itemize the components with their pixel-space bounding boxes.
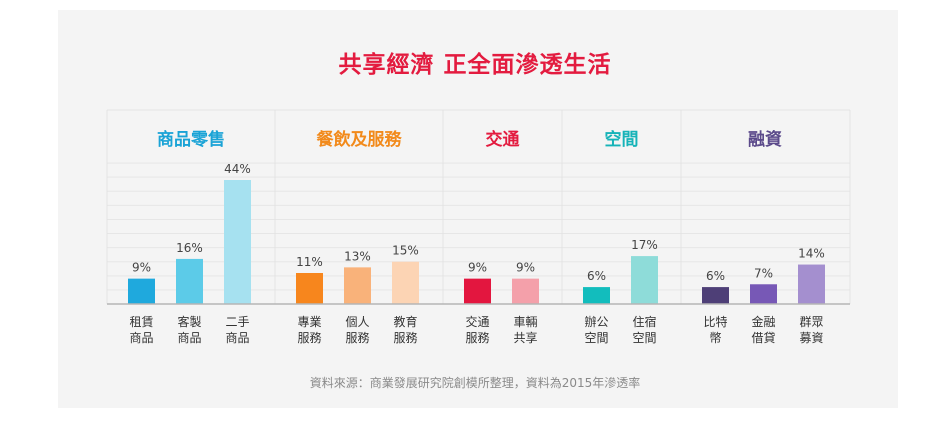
data-label: 16% [176,241,203,255]
data-label: 7% [754,266,773,280]
data-label: 14% [798,247,825,261]
data-label: 17% [631,238,658,252]
category-label: 服務 [297,331,321,345]
bar [512,278,539,304]
data-label: 6% [587,269,606,283]
category-label: 商品 [225,330,249,345]
category-label: 群眾 [799,315,823,329]
category-label: 金融 [751,314,775,329]
category-label: 專業 [297,315,321,329]
data-label: 9% [516,261,535,275]
data-label: 15% [392,244,419,258]
data-label: 44% [224,162,251,176]
category-label: 商品 [129,330,153,345]
category-label: 服務 [345,331,369,345]
category-label: 空間 [632,331,656,345]
data-label: 13% [344,249,371,263]
data-label: 6% [706,269,725,283]
category-label: 住宿 [632,314,656,329]
category-label: 教育 [393,314,417,329]
bar [176,258,203,304]
group-header: 餐飲及服務 [317,129,403,150]
category-label: 辦公 [584,315,608,329]
bar [296,273,323,304]
bar [583,287,610,304]
data-label: 11% [296,255,323,269]
bar [224,180,251,304]
bar [702,287,729,304]
data-label: 9% [468,261,487,275]
category-label: 車輛 [513,315,537,329]
category-label: 交通 [465,314,489,329]
bar [392,261,419,304]
category-label: 客製 [177,314,201,329]
group-header: 融資 [748,130,782,150]
category-label: 空間 [584,331,608,345]
category-label: 商品 [177,330,201,345]
bar [798,264,825,304]
bar [631,256,658,304]
category-label: 服務 [465,331,489,345]
group-header: 商品零售 [157,129,225,150]
category-label: 個人 [345,315,369,329]
source-note: 資料來源：商業發展研究院創模所整理，資料為2015年滲透率 [309,376,641,390]
category-label: 募資 [799,331,823,345]
chart-title: 共享經濟 正全面滲透生活 [338,52,612,78]
category-label: 租賃 [129,314,153,329]
group-header: 空間 [605,129,639,150]
category-label: 幣 [709,331,721,345]
bar [750,284,777,304]
category-label: 共享 [513,330,537,345]
group-header: 交通 [486,129,520,150]
data-label: 9% [132,261,151,275]
category-label: 服務 [393,331,417,345]
bar [128,278,155,304]
category-label: 二手 [225,315,249,329]
category-label: 比特 [703,314,727,329]
bar [344,267,371,304]
bar [464,278,491,304]
category-label: 借貸 [751,330,775,345]
